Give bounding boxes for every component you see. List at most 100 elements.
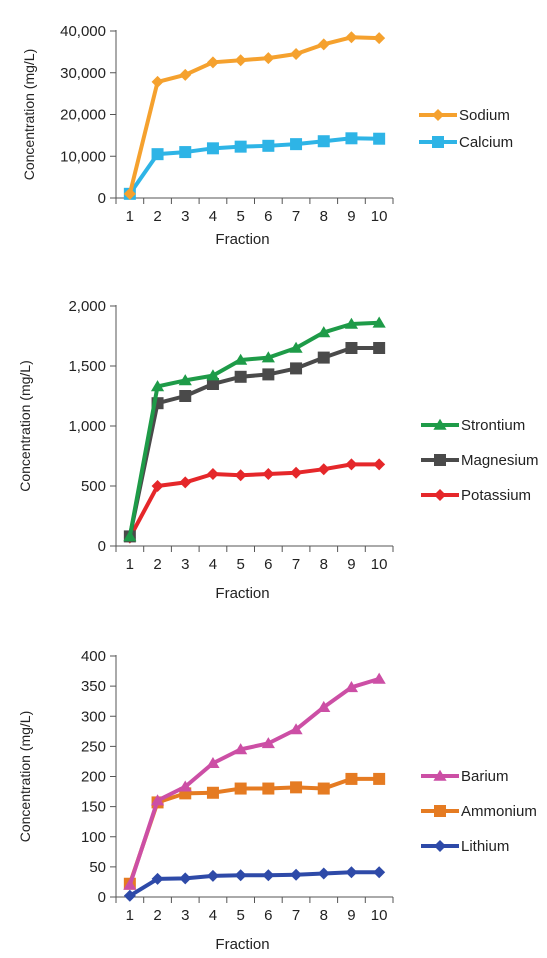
y-tick-label: 200 bbox=[81, 769, 106, 786]
series-line bbox=[128, 870, 380, 898]
data-point bbox=[261, 351, 275, 363]
data-point bbox=[206, 378, 219, 390]
y-axis-title: Concentration (mg/L) bbox=[17, 360, 33, 492]
data-point bbox=[234, 140, 247, 153]
series-barium bbox=[123, 672, 386, 890]
y-tick-label: 0 bbox=[98, 538, 106, 555]
x-axis-title: Fraction bbox=[215, 231, 269, 248]
legend: Barium Ammonium Lithium bbox=[421, 768, 537, 855]
y-tick-label: 10,000 bbox=[60, 148, 106, 165]
series-line bbox=[127, 320, 380, 537]
data-point bbox=[290, 868, 303, 881]
x-tick-label: 5 bbox=[236, 907, 244, 924]
data-point bbox=[234, 782, 247, 795]
y-tick-label: 2,000 bbox=[68, 298, 106, 315]
x-tick-label: 8 bbox=[320, 556, 328, 573]
data-point bbox=[317, 351, 330, 364]
series-line bbox=[127, 676, 380, 886]
x-tick-label: 3 bbox=[181, 907, 189, 924]
y-axis-title: Concentration (mg/L) bbox=[21, 49, 37, 181]
legend-swatch-marker bbox=[434, 805, 446, 817]
x-tick-label: 8 bbox=[320, 907, 328, 924]
data-point bbox=[234, 469, 247, 482]
legend-item-calcium: Calcium bbox=[419, 134, 513, 151]
x-tick-label: 1 bbox=[126, 208, 134, 225]
legend-item-sodium: Sodium bbox=[419, 107, 510, 124]
x-tick-label: 9 bbox=[347, 556, 355, 573]
data-point bbox=[317, 463, 330, 476]
x-tick-label: 6 bbox=[264, 208, 272, 225]
data-point bbox=[123, 878, 137, 890]
data-point bbox=[345, 31, 358, 44]
y-tick-label: 40,000 bbox=[60, 23, 106, 40]
x-tick-label: 10 bbox=[371, 556, 388, 573]
data-point bbox=[290, 138, 303, 151]
data-point bbox=[290, 47, 303, 60]
legend-swatch-marker bbox=[434, 840, 446, 852]
data-point bbox=[234, 743, 248, 755]
y-tick-label: 500 bbox=[81, 478, 106, 495]
data-point bbox=[179, 872, 192, 885]
series-line bbox=[127, 776, 380, 885]
legend-label: Lithium bbox=[461, 838, 509, 855]
series-sodium bbox=[123, 31, 386, 200]
x-tick-label: 9 bbox=[347, 907, 355, 924]
data-point bbox=[373, 342, 386, 354]
data-point bbox=[151, 148, 164, 161]
y-tick-label: 30,000 bbox=[60, 65, 106, 82]
data-point bbox=[373, 32, 386, 45]
x-tick-label: 8 bbox=[320, 208, 328, 225]
data-point bbox=[151, 872, 164, 885]
x-tick-label: 3 bbox=[181, 208, 189, 225]
legend-label: Calcium bbox=[459, 134, 513, 151]
legend-swatch-marker bbox=[434, 489, 446, 501]
y-tick-label: 50 bbox=[89, 859, 106, 876]
legend-item-barium: Barium bbox=[421, 768, 509, 785]
data-point bbox=[151, 75, 164, 88]
x-tick-label: 1 bbox=[126, 556, 134, 573]
y-tick-label: 400 bbox=[81, 648, 106, 665]
data-point bbox=[262, 52, 275, 65]
data-point bbox=[262, 368, 275, 381]
x-tick-label: 2 bbox=[153, 556, 161, 573]
data-point bbox=[123, 530, 137, 542]
legend-label: Strontium bbox=[461, 417, 525, 434]
data-point bbox=[261, 737, 275, 749]
data-point bbox=[206, 56, 219, 69]
data-point bbox=[234, 54, 247, 67]
x-tick-label: 5 bbox=[236, 556, 244, 573]
legend-label: Sodium bbox=[459, 107, 510, 124]
legend-label: Ammonium bbox=[461, 803, 537, 820]
data-point bbox=[345, 132, 358, 145]
x-tick-label: 4 bbox=[209, 556, 217, 573]
data-point bbox=[123, 889, 136, 902]
data-point bbox=[317, 782, 330, 795]
data-point bbox=[345, 772, 358, 785]
data-point bbox=[123, 187, 136, 200]
x-axis-title: Fraction bbox=[215, 585, 269, 602]
legend: Sodium Calcium bbox=[419, 107, 513, 151]
y-tick-label: 300 bbox=[81, 708, 106, 725]
legend-swatch-marker bbox=[434, 454, 446, 466]
series-line bbox=[127, 346, 380, 537]
data-point bbox=[179, 146, 192, 159]
data-point bbox=[262, 468, 275, 480]
x-tick-label: 9 bbox=[347, 208, 355, 225]
data-point bbox=[373, 458, 386, 471]
legend-item-magnesium: Magnesium bbox=[421, 452, 539, 469]
data-point bbox=[206, 756, 220, 769]
x-tick-label: 4 bbox=[209, 208, 217, 225]
series-calcium bbox=[123, 132, 386, 200]
data-point bbox=[372, 672, 386, 684]
x-tick-label: 4 bbox=[209, 907, 217, 924]
y-tick-label: 1,000 bbox=[68, 418, 106, 435]
data-point bbox=[178, 374, 192, 386]
data-point bbox=[317, 135, 330, 148]
x-tick-label: 2 bbox=[153, 907, 161, 924]
data-point bbox=[289, 723, 303, 735]
y-tick-label: 150 bbox=[81, 799, 106, 816]
legend-item-lithium: Lithium bbox=[421, 838, 509, 855]
legend-item-strontium: Strontium bbox=[421, 417, 525, 434]
chart-panel-2: 0 500 1,000 1,500 2,000 1 2 3 4 5 6 7 8 9 10 Fraction Co… bbox=[17, 298, 539, 602]
